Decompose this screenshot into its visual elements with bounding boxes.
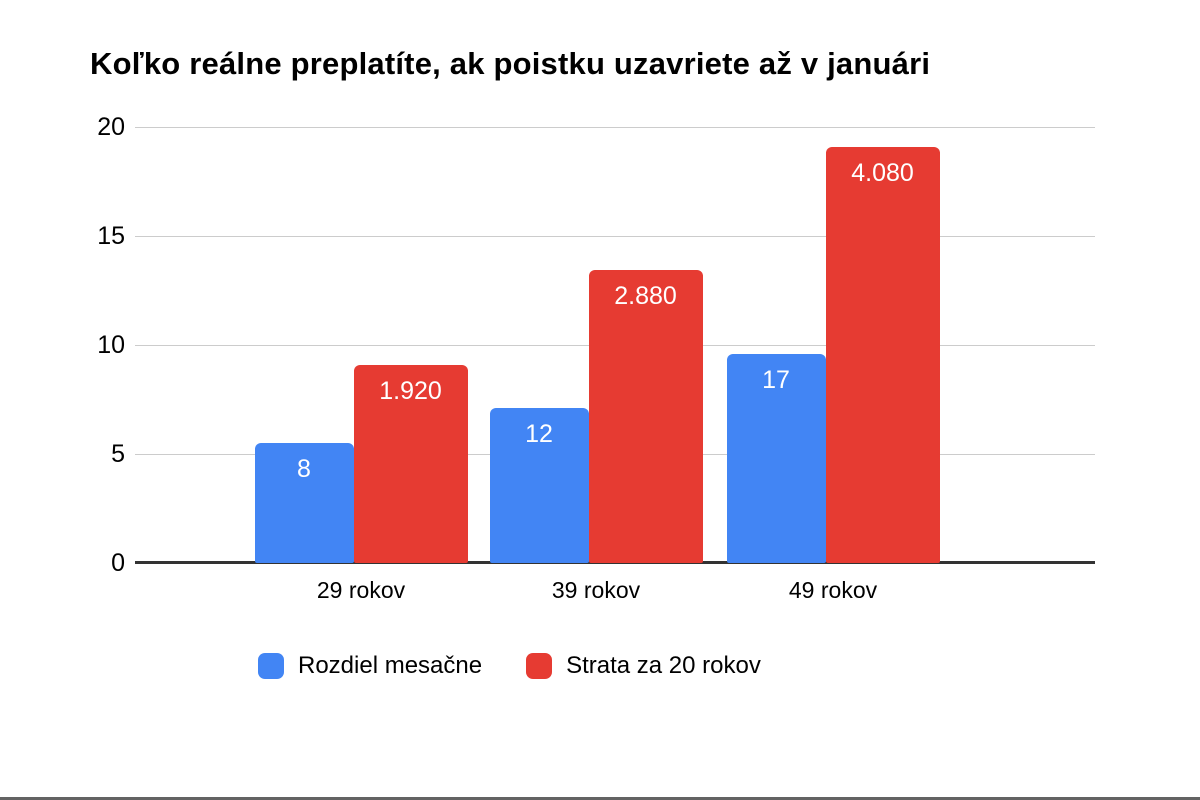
bar-series-rozdiel-mesacne: 8 (254, 443, 354, 563)
legend-label: Rozdiel mesačne (298, 652, 483, 679)
x-axis: 29 rokov 39 rokov 49 rokov (135, 577, 1095, 607)
bar-data-label: 1.920 (379, 376, 442, 405)
bar-series-rozdiel-mesacne: 17 (726, 353, 826, 563)
x-axis-category-label: 29 rokov (316, 577, 406, 603)
bar-data-label: 12 (525, 420, 553, 449)
bar-series-rozdiel-mesacne: 12 (489, 408, 589, 563)
bar-data-label: 4.080 (851, 158, 914, 187)
bar-data-label: 17 (762, 365, 790, 394)
y-axis-tick-label: 20 (97, 113, 125, 141)
y-axis-tick-label: 0 (111, 549, 125, 577)
plot-area: 8 1.920 12 2.880 17 4.080 (135, 127, 1095, 564)
legend: Rozdiel mesačne Strata za 20 rokov (258, 652, 761, 680)
legend-label: Strata za 20 rokov (566, 652, 761, 679)
legend-item-strata-za-20-rokov: Strata za 20 rokov (526, 652, 761, 680)
legend-swatch-icon (526, 653, 553, 679)
gridline (135, 236, 1095, 237)
y-axis-tick-label: 5 (111, 440, 125, 468)
bar-data-label: 2.880 (614, 281, 677, 310)
bar-series-strata-za-20-rokov: 1.920 (353, 364, 468, 563)
x-axis-category-label: 39 rokov (551, 577, 641, 603)
x-axis-category-label: 49 rokov (788, 577, 878, 603)
legend-swatch-icon (258, 653, 284, 679)
bar-data-label: 8 (297, 455, 311, 484)
y-axis-tick-label: 15 (97, 222, 125, 250)
bottom-border-line (0, 797, 1200, 800)
gridline (135, 127, 1095, 128)
y-axis: 0 5 10 15 20 (40, 113, 125, 577)
bar-series-strata-za-20-rokov: 4.080 (825, 146, 940, 563)
chart-title: Koľko reálne preplatíte, ak poistku uzav… (90, 46, 931, 81)
bar-series-strata-za-20-rokov: 2.880 (588, 269, 703, 563)
legend-item-rozdiel-mesacne: Rozdiel mesačne (258, 652, 482, 680)
y-axis-tick-label: 10 (97, 331, 125, 359)
